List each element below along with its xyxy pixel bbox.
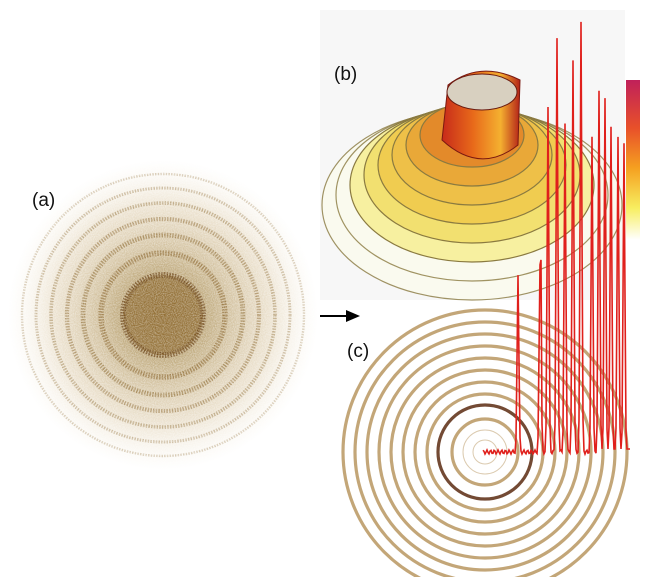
panel-label: (c) [347,341,369,362]
panel-label: (b) [334,64,357,85]
arrow [320,310,360,322]
panel-label: (a) [32,190,55,211]
surface-peak-top [447,74,517,110]
figure: (a) (b) (c) [0,0,660,577]
arrow-head [346,310,360,322]
colorbar [626,80,640,240]
